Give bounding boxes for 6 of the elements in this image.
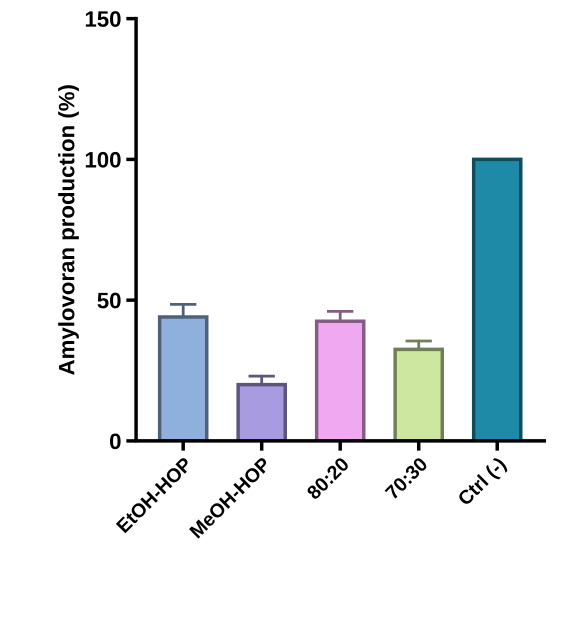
y-tick-label: 100 [86,152,121,168]
y-tick-label: 150 [86,11,121,27]
y-tick-label: 50 [97,292,121,308]
y-axis-title: Amylovoran production (%) [58,85,79,375]
x-tick-label: Ctrl (-) [456,456,510,509]
y-tick-label: 0 [110,433,121,450]
